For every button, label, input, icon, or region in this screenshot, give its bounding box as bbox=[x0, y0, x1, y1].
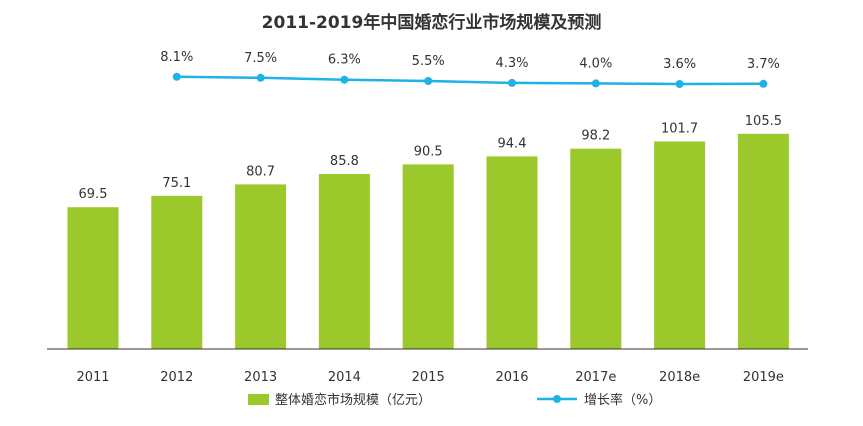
bar bbox=[654, 141, 706, 349]
chart-title: 2011-2019年中国婚恋行业市场规模及预测 bbox=[261, 13, 602, 33]
x-tick-label: 2013 bbox=[244, 370, 277, 385]
bar bbox=[67, 207, 119, 349]
bar bbox=[318, 174, 370, 349]
growth-rate-point bbox=[591, 79, 600, 88]
bar bbox=[570, 148, 622, 349]
x-tick-label: 2014 bbox=[328, 370, 361, 385]
x-tick-label: 2016 bbox=[495, 370, 528, 385]
legend-bar-label: 整体婚恋市场规模（亿元） bbox=[275, 392, 431, 408]
bar bbox=[235, 184, 287, 349]
growth-rate-point bbox=[424, 77, 433, 85]
growth-rate-label: 8.1% bbox=[160, 50, 193, 65]
legend-line-marker bbox=[553, 395, 561, 403]
growth-rate-line bbox=[176, 75, 764, 86]
bar-value-label: 101.7 bbox=[661, 122, 698, 137]
bar-value-label: 94.4 bbox=[498, 136, 527, 151]
growth-rate-label: 3.6% bbox=[663, 57, 696, 72]
x-tick-label: 2011 bbox=[76, 370, 109, 385]
bar-value-label: 98.2 bbox=[581, 129, 610, 144]
x-tick-label: 2015 bbox=[412, 370, 445, 385]
bar bbox=[737, 133, 789, 349]
growth-rate-label: 4.0% bbox=[579, 56, 612, 71]
x-tick-label: 2017e bbox=[575, 370, 616, 385]
bar-value-label: 85.8 bbox=[330, 154, 359, 169]
growth-rate-label: 4.3% bbox=[495, 56, 528, 71]
growth-rate-point bbox=[759, 79, 768, 88]
growth-rate-point bbox=[256, 73, 265, 82]
growth-rate-point bbox=[508, 78, 516, 87]
growth-rate-point bbox=[340, 75, 349, 84]
legend-line-label: 增长率（%） bbox=[584, 392, 661, 408]
bar-value-label: 75.1 bbox=[162, 176, 191, 191]
x-tick-label: 2019e bbox=[743, 370, 784, 385]
growth-rate-point bbox=[172, 72, 181, 81]
growth-rate-point bbox=[675, 80, 684, 88]
x-tick-label: 2018e bbox=[659, 370, 700, 385]
bar-value-label: 80.7 bbox=[246, 164, 275, 179]
bar-value-label: 90.5 bbox=[414, 144, 443, 159]
bar bbox=[402, 164, 454, 349]
bar-value-label: 69.5 bbox=[79, 187, 108, 202]
growth-rate-label: 5.5% bbox=[412, 54, 445, 69]
bar bbox=[486, 156, 538, 349]
growth-rate-label: 3.7% bbox=[747, 57, 780, 72]
growth-rate-label: 6.3% bbox=[328, 53, 361, 68]
growth-rate-label: 7.5% bbox=[244, 51, 277, 66]
legend-bar-swatch bbox=[248, 394, 269, 405]
bar bbox=[151, 195, 203, 349]
x-tick-label: 2012 bbox=[160, 370, 193, 385]
bar-value-label: 105.5 bbox=[745, 114, 782, 129]
